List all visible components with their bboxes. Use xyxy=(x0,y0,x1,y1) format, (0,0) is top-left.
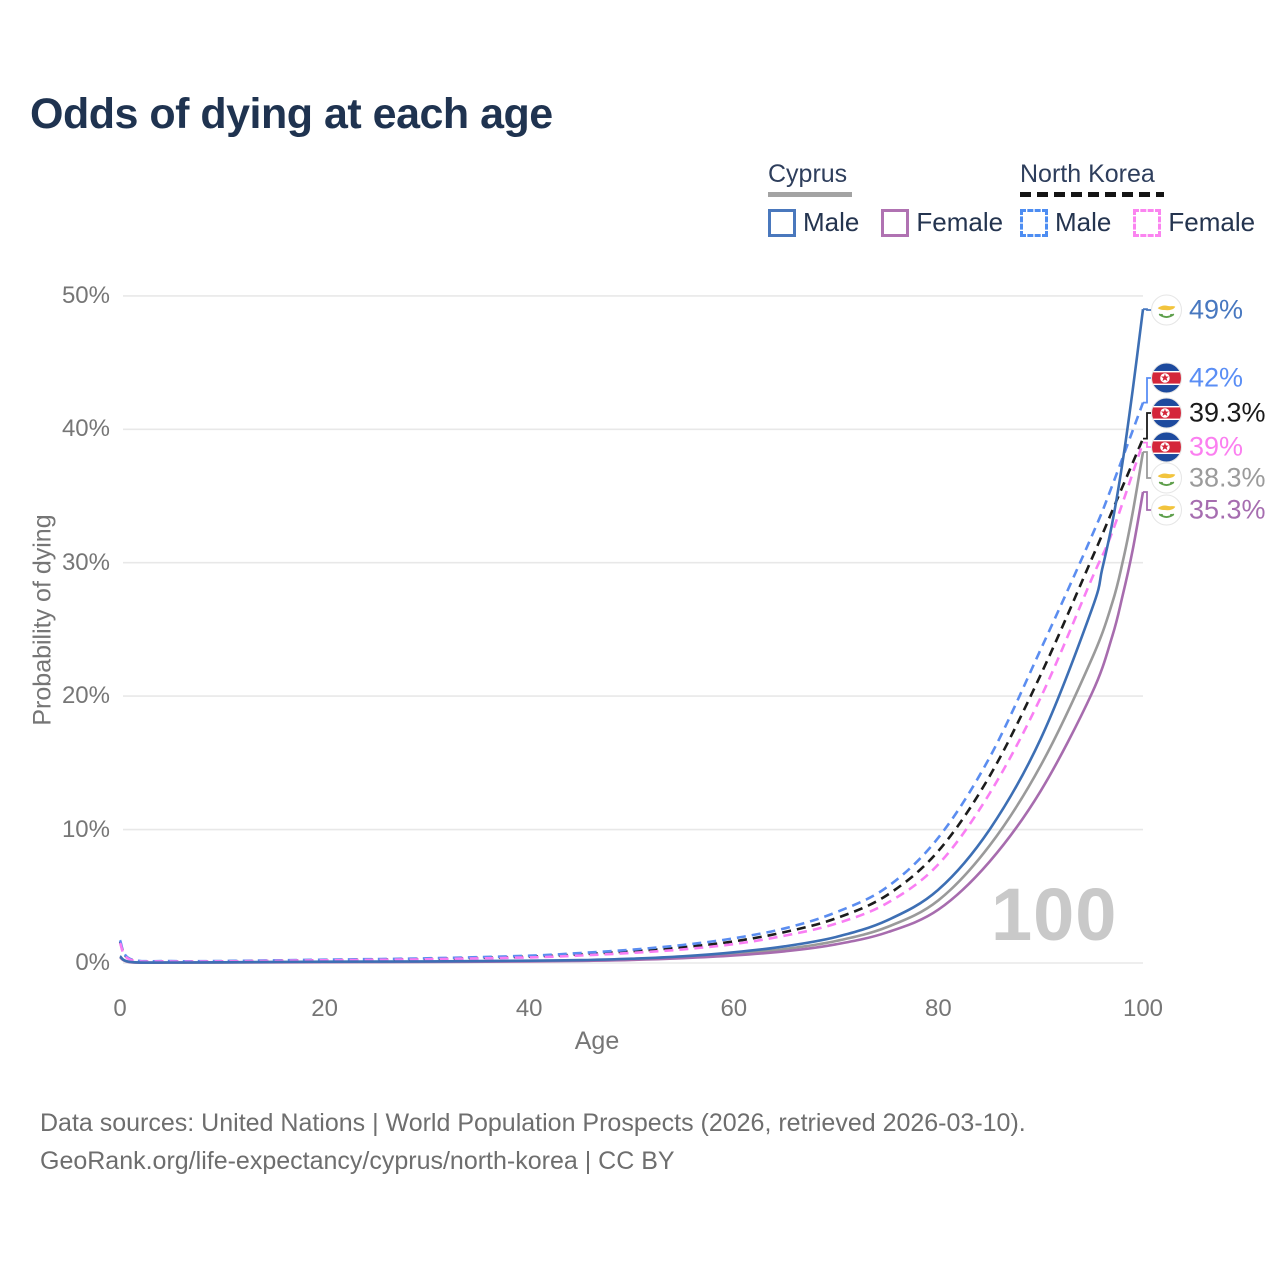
legend-group-north-korea: North Korea Male Female xyxy=(1020,160,1255,238)
end-label-leader-line xyxy=(1143,412,1151,440)
series-line-north-korea-male xyxy=(118,402,1145,963)
x-tick-label-80: 80 xyxy=(925,995,952,1022)
cyprus-male-swatch-icon xyxy=(768,208,796,237)
legend-title-north-korea: North Korea xyxy=(1020,160,1155,188)
legend-underline-cyprus-solid xyxy=(768,192,852,197)
end-label-cyprus-all: 38.3% xyxy=(1151,462,1266,494)
legend-underline-north-korea-dashed xyxy=(1020,192,1164,197)
x-tick-label-100: 100 xyxy=(1122,995,1164,1022)
end-label-value: 38.3% xyxy=(1189,462,1266,493)
legend-group-cyprus: Cyprus Male Female xyxy=(768,160,1003,238)
y-tick-label-0pct: 0% xyxy=(75,949,110,976)
series-line-north-korea-female xyxy=(118,442,1145,963)
y-tick-label-20pct: 20% xyxy=(61,682,110,710)
end-label-value: 49% xyxy=(1189,294,1244,325)
x-axis-title: Age xyxy=(574,1027,620,1055)
footer-data-sources: Data sources: United Nations | World Pop… xyxy=(40,1109,1026,1137)
end-label-leader-line xyxy=(1143,451,1151,479)
series-line-cyprus-male xyxy=(119,309,1145,964)
x-tick-label-0: 0 xyxy=(113,995,127,1022)
north-korea-female-swatch-icon xyxy=(1133,208,1162,237)
end-label-cyprus-male: 49% xyxy=(1151,294,1244,326)
end-label-cyprus-female: 35.3% xyxy=(1151,494,1266,526)
north-korea-flag-icon xyxy=(1151,362,1182,394)
end-label-leader-line xyxy=(1143,377,1151,404)
legend-item-label: Female xyxy=(1168,207,1256,237)
y-tick-label-50pct: 50% xyxy=(61,281,110,309)
end-label-north-korea-all: 39.3% xyxy=(1151,397,1266,429)
legend-item-north-korea-female[interactable]: Female xyxy=(1133,207,1255,238)
cyprus-flag-icon xyxy=(1151,462,1182,494)
legend-item-cyprus-female[interactable]: Female xyxy=(881,207,1003,238)
legend-item-label: Male xyxy=(1055,207,1112,237)
cyprus-flag-icon xyxy=(1151,294,1182,326)
cyprus-female-swatch-icon xyxy=(881,208,910,237)
y-tick-label-10pct: 10% xyxy=(61,815,110,843)
legend-item-cyprus-male[interactable]: Male xyxy=(768,207,859,238)
end-label-north-korea-male: 42% xyxy=(1151,362,1244,394)
end-label-leader-line xyxy=(1143,491,1151,511)
north-korea-flag-icon xyxy=(1151,397,1182,429)
end-label-value: 39% xyxy=(1189,431,1244,462)
end-label-value: 39.3% xyxy=(1189,397,1266,428)
end-label-leader-line xyxy=(1143,441,1151,448)
legend-item-label: Female xyxy=(916,207,1004,237)
series-line-north-korea-all xyxy=(118,438,1145,963)
end-label-value: 35.3% xyxy=(1189,494,1266,525)
cyprus-flag-icon xyxy=(1151,494,1182,526)
end-label-leader-line xyxy=(1143,308,1151,311)
page-title: Odds of dying at each age xyxy=(30,90,553,138)
north-korea-male-swatch-icon xyxy=(1020,208,1048,237)
x-tick-label-20: 20 xyxy=(311,995,338,1022)
end-label-north-korea-female: 39% xyxy=(1151,431,1244,463)
watermark-age-100: 100 xyxy=(991,873,1118,956)
x-tick-label-40: 40 xyxy=(515,995,543,1022)
y-tick-label-40pct: 40% xyxy=(61,415,110,443)
north-korea-flag-icon xyxy=(1151,431,1182,463)
legend-item-north-korea-male[interactable]: Male xyxy=(1020,207,1111,238)
series-line-cyprus-all xyxy=(119,451,1145,964)
end-label-value: 42% xyxy=(1189,362,1244,393)
y-tick-label-30pct: 30% xyxy=(61,548,110,576)
x-tick-label-60: 60 xyxy=(720,995,748,1022)
footer-attribution-link: GeoRank.org/life-expectancy/cyprus/north… xyxy=(40,1147,675,1175)
legend-title-cyprus: Cyprus xyxy=(768,160,848,188)
legend-item-label: Male xyxy=(803,207,860,237)
